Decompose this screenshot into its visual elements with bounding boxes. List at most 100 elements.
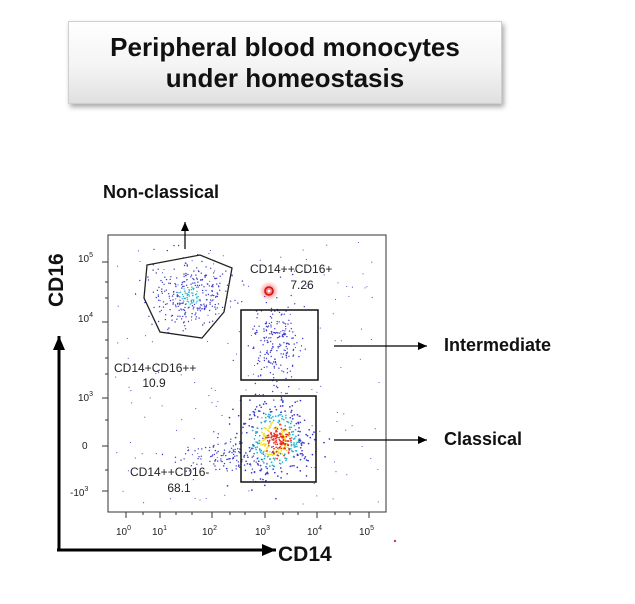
scatter-dot [255,461,257,463]
scatter-dot [256,442,259,445]
scatter-dot [179,299,181,301]
scatter-dot [286,433,289,436]
scatter-dot [285,440,287,442]
title-line-1: Peripheral blood monocytes [110,31,460,62]
scatter-dot [253,438,256,440]
scatter-dot [213,431,215,433]
scatter-dot [270,424,272,426]
scatter-dot [366,286,368,288]
scatter-dot [183,281,186,283]
scatter-dot [232,453,235,456]
scatter-dot [266,366,268,368]
scatter-dot [182,315,184,318]
scatter-dot [187,286,189,289]
scatter-dot [208,395,210,397]
scatter-dot [250,417,253,420]
scatter-dot [283,454,285,457]
scatter-dot [268,360,270,362]
scatter-dot [291,404,294,407]
scatter-dot [275,363,277,365]
scatter-dot [260,468,263,470]
scatter-dot [193,437,195,440]
scatter-dot [221,273,224,275]
scatter-dot [201,308,203,310]
scatter-dot [255,405,258,408]
scatter-dot [267,453,270,456]
scatter-dot [182,300,185,302]
title-box: Peripheral blood monocytes under homeost… [68,21,502,104]
scatter-dot [293,414,296,416]
scatter-dot [292,349,294,352]
scatter-dot [157,295,160,298]
scatter-dot [183,288,185,290]
scatter-dot [194,282,196,284]
scatter-dot [270,461,273,464]
scatter-dot [144,301,146,304]
scatter-dot [197,448,199,450]
scatter-dot [297,415,299,417]
classical-gate [240,395,317,483]
scatter-dot [195,312,197,314]
scatter-dot [222,465,225,467]
scatter-dot [270,422,272,425]
scatter-dot [194,450,196,452]
scatter-dot [185,274,187,276]
scatter-dot [171,319,173,321]
scatter-dot [282,371,285,373]
scatter-dot [214,459,217,461]
scatter-dot [139,279,141,282]
scatter-dot [292,337,294,339]
scatter-dot [260,272,262,274]
scatter-dot [288,355,290,357]
scatter-dot [197,452,199,454]
scatter-dot [203,303,205,305]
scatter-dot [179,315,181,317]
scatter-dot [283,447,286,449]
scatter-dot [281,405,284,407]
scatter-dot [184,292,186,294]
scatter-dot [268,436,270,438]
scatter-dot [272,438,275,441]
scatter-dot [173,244,175,247]
scatter-dot [247,456,249,459]
scatter-dot [280,331,282,333]
scatter-dot [242,426,244,429]
scatter-dot [266,341,269,344]
scatter-dot [296,441,298,444]
scatter-dot [200,304,202,306]
scatter-dot [276,457,278,460]
scatter-dot [281,370,283,372]
scatter-dot [262,437,264,439]
scatter-dot [268,337,270,339]
scatter-dot [263,400,266,403]
scatter-dot [288,386,290,388]
scatter-dot [155,453,157,455]
scatter-dot [256,462,259,465]
scatter-dot [196,267,198,269]
scatter-dot [276,380,278,383]
scatter-dot [177,284,179,286]
scatter-dot [328,438,331,440]
scatter-dot [281,334,284,336]
scatter-dot [258,410,261,413]
scatter-dot [245,389,247,391]
scatter-dot [161,288,163,290]
scatter-dot [285,328,287,330]
scatter-dot [283,313,285,315]
scatter-dot [270,436,272,439]
scatter-dot [345,429,347,431]
scatter-dot [179,291,182,293]
scatter-dot [319,327,321,329]
scatter-dot [273,447,275,450]
scatter-dot [273,451,276,453]
scatter-dot [270,337,272,339]
scatter-dot [273,399,275,401]
scatter-dot [254,446,257,449]
scatter-dot [158,306,161,308]
scatter-dot [263,426,266,429]
scatter-dot [269,426,272,429]
scatter-dot [278,447,280,449]
scatter-dot [259,478,262,480]
scatter-dot [222,255,224,257]
scatter-dot [276,323,278,325]
